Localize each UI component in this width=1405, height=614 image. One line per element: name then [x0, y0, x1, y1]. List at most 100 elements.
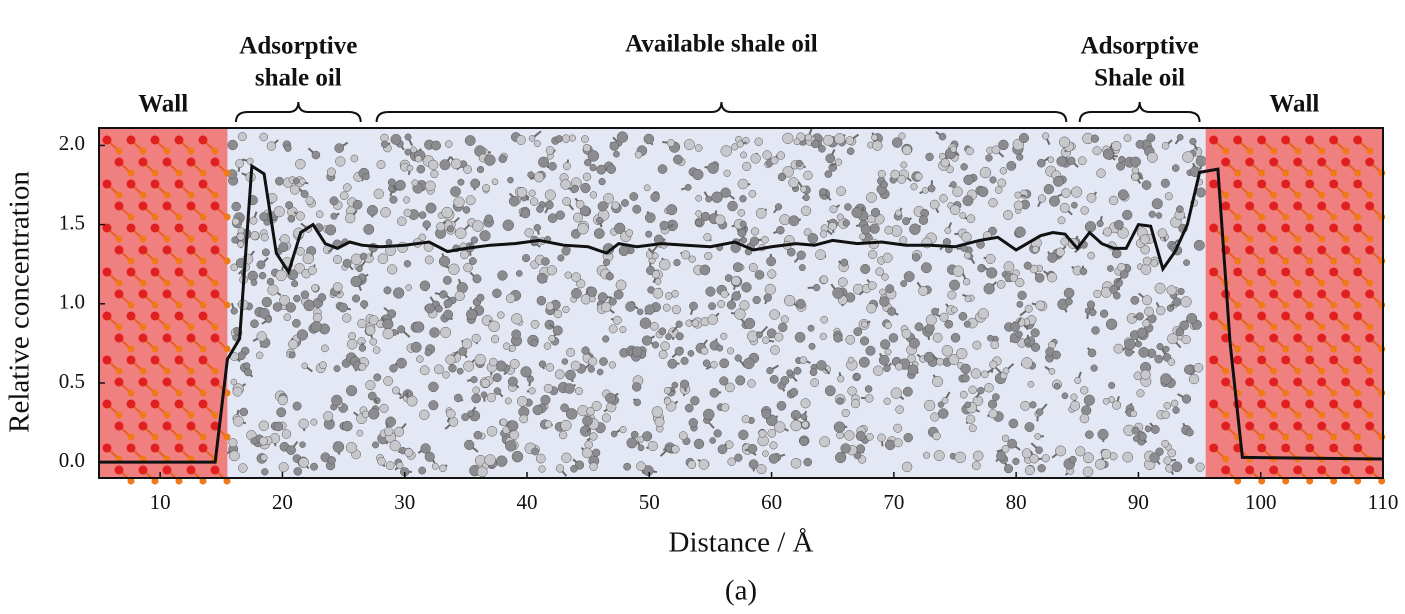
atom [996, 451, 1007, 462]
atom [739, 220, 747, 228]
silicon [1330, 257, 1338, 265]
atom [1172, 406, 1180, 414]
atom [779, 214, 791, 226]
oxygen [1305, 399, 1315, 409]
silicon [1234, 213, 1242, 221]
oxygen [1245, 333, 1255, 343]
atom [598, 178, 606, 186]
atom [663, 397, 672, 405]
oxygen [1317, 201, 1327, 211]
silicon [151, 257, 159, 265]
atom [1003, 210, 1014, 221]
atom [372, 441, 380, 449]
atom [884, 225, 894, 235]
silicon [1222, 191, 1230, 199]
atom [536, 295, 547, 306]
atom [744, 317, 756, 329]
silicon [1282, 257, 1290, 265]
silicon [187, 367, 195, 375]
atom [390, 133, 402, 145]
atom [1088, 308, 1097, 317]
atom [333, 365, 341, 373]
atom [637, 444, 645, 452]
oxygen [1281, 399, 1291, 409]
atom [681, 250, 691, 260]
atom [424, 451, 435, 462]
atom [782, 132, 794, 144]
oxygen [1305, 355, 1315, 365]
atom [1077, 156, 1087, 166]
atom [424, 255, 434, 265]
oxygen [1257, 267, 1267, 277]
x-tick-label: 100 [1245, 490, 1277, 514]
silicon [1378, 477, 1386, 485]
silicon [151, 433, 159, 441]
atom [1142, 295, 1153, 306]
atom [963, 278, 971, 286]
atom [376, 160, 386, 170]
atom [958, 312, 968, 321]
atom [687, 460, 697, 470]
atom [675, 320, 683, 328]
atom [748, 189, 757, 198]
atom [418, 211, 427, 219]
atom [875, 267, 884, 276]
atom [880, 339, 891, 350]
atom [796, 250, 806, 260]
atom [330, 212, 338, 220]
atom [1013, 200, 1024, 211]
atom [1160, 373, 1172, 385]
atom [258, 307, 270, 319]
atom [710, 361, 718, 369]
atom [591, 448, 601, 457]
atom [473, 430, 483, 440]
atom [699, 264, 711, 276]
atom [965, 414, 976, 424]
atom [299, 178, 306, 185]
atom [801, 420, 809, 429]
atom [1034, 433, 1042, 440]
oxygen [1305, 311, 1315, 321]
oxygen [1233, 179, 1243, 189]
atom [798, 264, 806, 272]
atom [305, 196, 315, 205]
oxygen [186, 465, 196, 475]
atom [332, 282, 343, 293]
silicon [1246, 191, 1254, 199]
oxygen [198, 179, 208, 189]
silicon [139, 235, 147, 243]
atom [1181, 334, 1191, 345]
atom [319, 361, 327, 370]
atom [470, 376, 478, 384]
atom [732, 262, 743, 273]
atom [228, 438, 238, 448]
silicon [1234, 345, 1242, 353]
atom [397, 216, 407, 226]
oxygen [1365, 289, 1375, 299]
atom [228, 450, 240, 462]
atom [612, 315, 622, 325]
atom [651, 341, 659, 349]
atom [231, 201, 241, 212]
atom [807, 233, 819, 244]
atom [977, 308, 989, 320]
oxygen [1221, 421, 1231, 431]
atom [737, 228, 747, 238]
silicon [139, 367, 147, 375]
atom [758, 429, 767, 438]
oxygen [1293, 465, 1303, 475]
atom [720, 403, 730, 412]
atom [1156, 343, 1164, 351]
silicon [163, 147, 171, 155]
atom [790, 419, 802, 432]
atom [947, 290, 957, 300]
atom [410, 341, 422, 353]
silicon [211, 279, 219, 287]
silicon [199, 257, 207, 265]
atom [1052, 350, 1061, 360]
atom [395, 179, 406, 191]
atom [833, 333, 843, 343]
atom [742, 161, 752, 171]
atom [419, 409, 430, 420]
atom [579, 205, 591, 217]
